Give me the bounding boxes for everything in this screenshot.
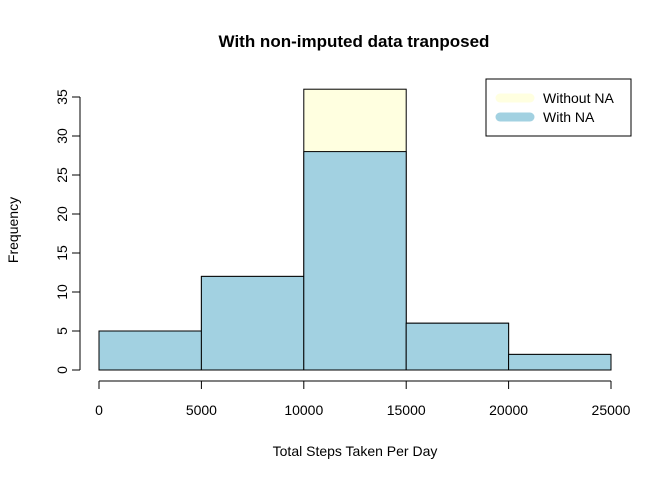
y-tick-label: 5 bbox=[54, 327, 70, 335]
x-axis-label: Total Steps Taken Per Day bbox=[273, 443, 438, 459]
bar-with-na bbox=[98, 330, 202, 371]
legend-label: With NA bbox=[543, 109, 595, 125]
y-tick-label: 0 bbox=[54, 366, 70, 374]
y-tick-label: 20 bbox=[54, 206, 70, 222]
y-tick-label: 10 bbox=[54, 284, 70, 300]
bar-with-na bbox=[405, 322, 510, 371]
y-tick-label: 30 bbox=[54, 128, 70, 144]
legend: Without NA With NA bbox=[485, 78, 632, 137]
y-axis-label: Frequency bbox=[5, 197, 21, 263]
x-tick-label: 10000 bbox=[284, 402, 323, 418]
bar-with-na bbox=[303, 151, 407, 371]
x-tick-label: 0 bbox=[95, 402, 103, 418]
y-tick-label: 25 bbox=[54, 167, 70, 183]
x-axis: 0 5000 10000 15000 20000 25000 bbox=[95, 380, 631, 418]
chart-title: With non-imputed data tranposed bbox=[219, 32, 490, 51]
bar-with-na bbox=[200, 275, 305, 371]
x-tick-label: 20000 bbox=[489, 402, 528, 418]
bars bbox=[98, 88, 612, 371]
y-tick-label: 35 bbox=[54, 89, 70, 105]
x-tick-label: 15000 bbox=[387, 402, 426, 418]
x-tick-label: 25000 bbox=[592, 402, 631, 418]
legend-label: Without NA bbox=[543, 90, 614, 106]
y-tick-label: 15 bbox=[54, 245, 70, 261]
x-tick-label: 5000 bbox=[186, 402, 217, 418]
legend-box bbox=[485, 78, 632, 137]
bar-with-na bbox=[508, 353, 612, 371]
y-axis: 0 5 10 15 20 25 30 35 bbox=[54, 89, 81, 374]
